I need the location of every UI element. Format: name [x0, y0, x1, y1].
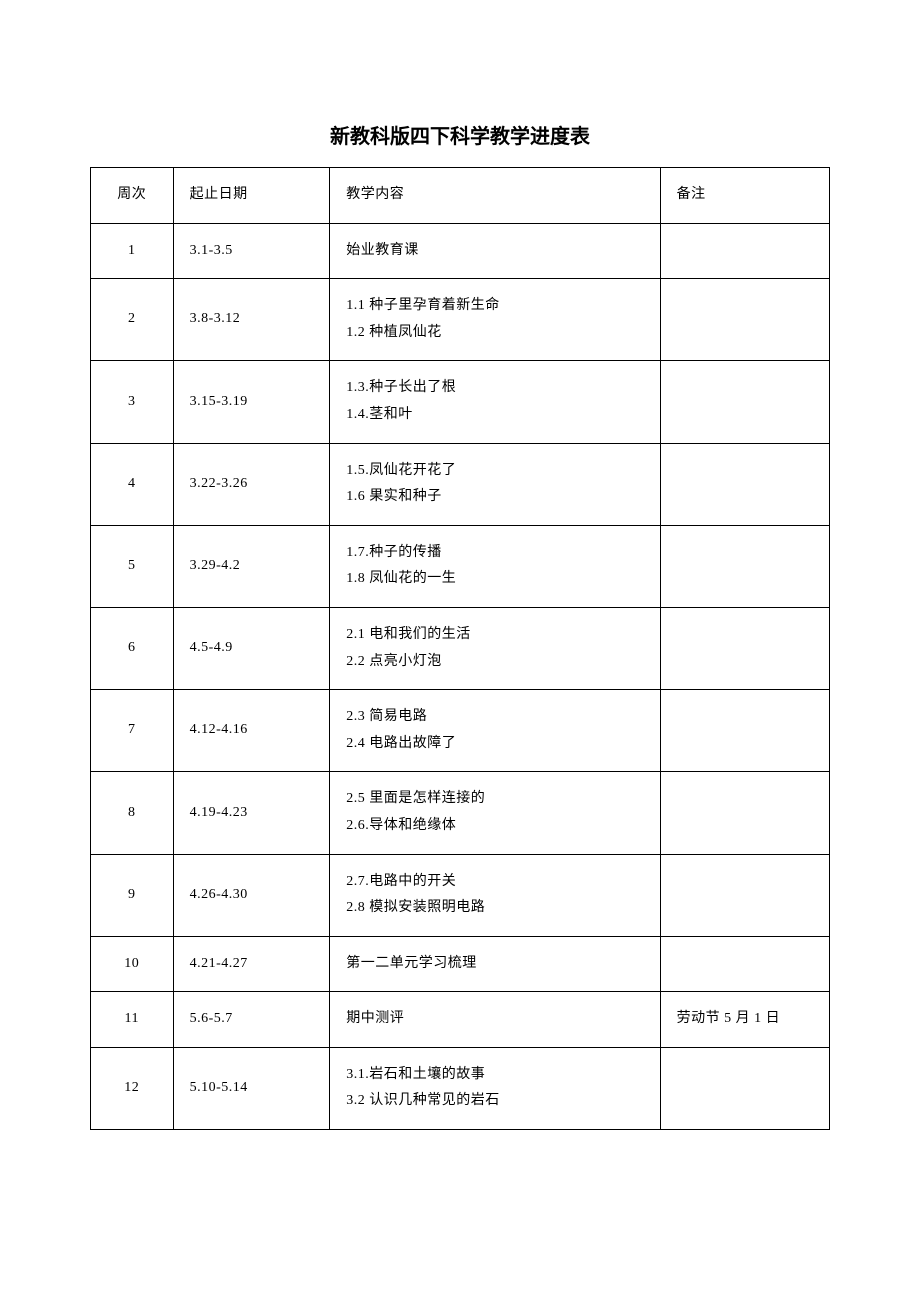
table-row: 74.12-4.16 2.3 简易电路 2.4 电路出故障了: [91, 690, 830, 772]
table-row: 84.19-4.23 2.5 里面是怎样连接的 2.6.导体和绝缘体: [91, 772, 830, 854]
table-row: 23.8-3.12 1.1 种子里孕育着新生命 1.2 种植凤仙花: [91, 279, 830, 361]
content-line: 2.1 电和我们的生活: [346, 627, 471, 642]
cell-content: 第一二单元学习梳理: [330, 936, 660, 992]
header-date: 起止日期: [173, 168, 330, 224]
cell-date: 4.21-4.27: [173, 936, 330, 992]
cell-week: 10: [91, 936, 174, 992]
cell-content: 1.3.种子长出了根 1.4.茎和叶: [330, 361, 660, 443]
cell-note: [660, 607, 829, 689]
content-line: 期中测评: [346, 1011, 404, 1026]
cell-content: 1.5.凤仙花开花了 1.6 果实和种子: [330, 443, 660, 525]
content-line: 2.5 里面是怎样连接的: [346, 791, 485, 806]
content-line: 1.1 种子里孕育着新生命: [346, 298, 500, 313]
content-line: 2.2 点亮小灯泡: [346, 654, 442, 669]
cell-note: [660, 936, 829, 992]
cell-content: 2.1 电和我们的生活 2.2 点亮小灯泡: [330, 607, 660, 689]
cell-note: [660, 772, 829, 854]
cell-week: 3: [91, 361, 174, 443]
cell-date: 3.29-4.2: [173, 525, 330, 607]
cell-note: [660, 525, 829, 607]
cell-date: 4.12-4.16: [173, 690, 330, 772]
table-row: 13.1-3.5 始业教育课: [91, 223, 830, 279]
content-line: 2.7.电路中的开关: [346, 874, 456, 889]
content-line: 2.6.导体和绝缘体: [346, 818, 456, 833]
header-week: 周次: [91, 168, 174, 224]
cell-week: 1: [91, 223, 174, 279]
cell-content: 2.5 里面是怎样连接的 2.6.导体和绝缘体: [330, 772, 660, 854]
content-line: 1.4.茎和叶: [346, 407, 413, 422]
content-line: 3.2 认识几种常见的岩石: [346, 1093, 500, 1108]
cell-note: [660, 223, 829, 279]
cell-date: 4.19-4.23: [173, 772, 330, 854]
table-row: 94.26-4.30 2.7.电路中的开关 2.8 模拟安装照明电路: [91, 854, 830, 936]
page-title: 新教科版四下科学教学进度表: [90, 120, 830, 149]
cell-note: 劳动节 5 月 1 日: [660, 992, 829, 1048]
cell-content: 1.1 种子里孕育着新生命 1.2 种植凤仙花: [330, 279, 660, 361]
cell-week: 6: [91, 607, 174, 689]
cell-content: 1.7.种子的传播 1.8 凤仙花的一生: [330, 525, 660, 607]
cell-content: 2.3 简易电路 2.4 电路出故障了: [330, 690, 660, 772]
table-row: 64.5-4.9 2.1 电和我们的生活 2.2 点亮小灯泡: [91, 607, 830, 689]
cell-note: [660, 443, 829, 525]
cell-content: 2.7.电路中的开关 2.8 模拟安装照明电路: [330, 854, 660, 936]
header-content: 教学内容: [330, 168, 660, 224]
table-row: 53.29-4.2 1.7.种子的传播 1.8 凤仙花的一生: [91, 525, 830, 607]
content-line: 3.1.岩石和土壤的故事: [346, 1067, 485, 1082]
cell-date: 4.5-4.9: [173, 607, 330, 689]
content-line: 2.8 模拟安装照明电路: [346, 900, 485, 915]
table-row: 104.21-4.27 第一二单元学习梳理: [91, 936, 830, 992]
cell-content: 期中测评: [330, 992, 660, 1048]
cell-date: 5.10-5.14: [173, 1047, 330, 1129]
table-body: 13.1-3.5 始业教育课 23.8-3.12 1.1 种子里孕育着新生命 1.2 种…: [91, 223, 830, 1129]
table-row: 115.6-5.7 期中测评 劳动节 5 月 1 日: [91, 992, 830, 1048]
content-line: 始业教育课: [346, 243, 419, 258]
cell-week: 8: [91, 772, 174, 854]
schedule-table: 周次 起止日期 教学内容 备注 13.1-3.5始业教育课23.8-3.121.…: [90, 167, 830, 1130]
content-line: 1.8 凤仙花的一生: [346, 571, 456, 586]
cell-date: 3.22-3.26: [173, 443, 330, 525]
cell-content: 始业教育课: [330, 223, 660, 279]
content-line: 2.4 电路出故障了: [346, 736, 456, 751]
cell-date: 3.15-3.19: [173, 361, 330, 443]
table-row: 33.15-3.19 1.3.种子长出了根 1.4.茎和叶: [91, 361, 830, 443]
content-line: 1.2 种植凤仙花: [346, 325, 442, 340]
header-row: 周次 起止日期 教学内容 备注: [91, 168, 830, 224]
cell-note: [660, 1047, 829, 1129]
content-line: 第一二单元学习梳理: [346, 956, 477, 971]
content-line: 2.3 简易电路: [346, 709, 427, 724]
cell-date: 4.26-4.30: [173, 854, 330, 936]
cell-date: 5.6-5.7: [173, 992, 330, 1048]
cell-week: 2: [91, 279, 174, 361]
cell-week: 4: [91, 443, 174, 525]
cell-content: 3.1.岩石和土壤的故事 3.2 认识几种常见的岩石: [330, 1047, 660, 1129]
content-line: 1.3.种子长出了根: [346, 380, 456, 395]
content-line: 1.6 果实和种子: [346, 489, 442, 504]
cell-note: [660, 361, 829, 443]
cell-date: 3.8-3.12: [173, 279, 330, 361]
cell-date: 3.1-3.5: [173, 223, 330, 279]
header-note: 备注: [660, 168, 829, 224]
cell-week: 9: [91, 854, 174, 936]
table-row: 125.10-5.14 3.1.岩石和土壤的故事 3.2 认识几种常见的岩石: [91, 1047, 830, 1129]
cell-note: [660, 279, 829, 361]
cell-note: [660, 690, 829, 772]
content-line: 1.7.种子的传播: [346, 545, 442, 560]
cell-week: 12: [91, 1047, 174, 1129]
cell-week: 7: [91, 690, 174, 772]
cell-week: 5: [91, 525, 174, 607]
table-row: 43.22-3.26 1.5.凤仙花开花了 1.6 果实和种子: [91, 443, 830, 525]
content-line: 1.5.凤仙花开花了: [346, 463, 456, 478]
cell-week: 11: [91, 992, 174, 1048]
cell-note: [660, 854, 829, 936]
